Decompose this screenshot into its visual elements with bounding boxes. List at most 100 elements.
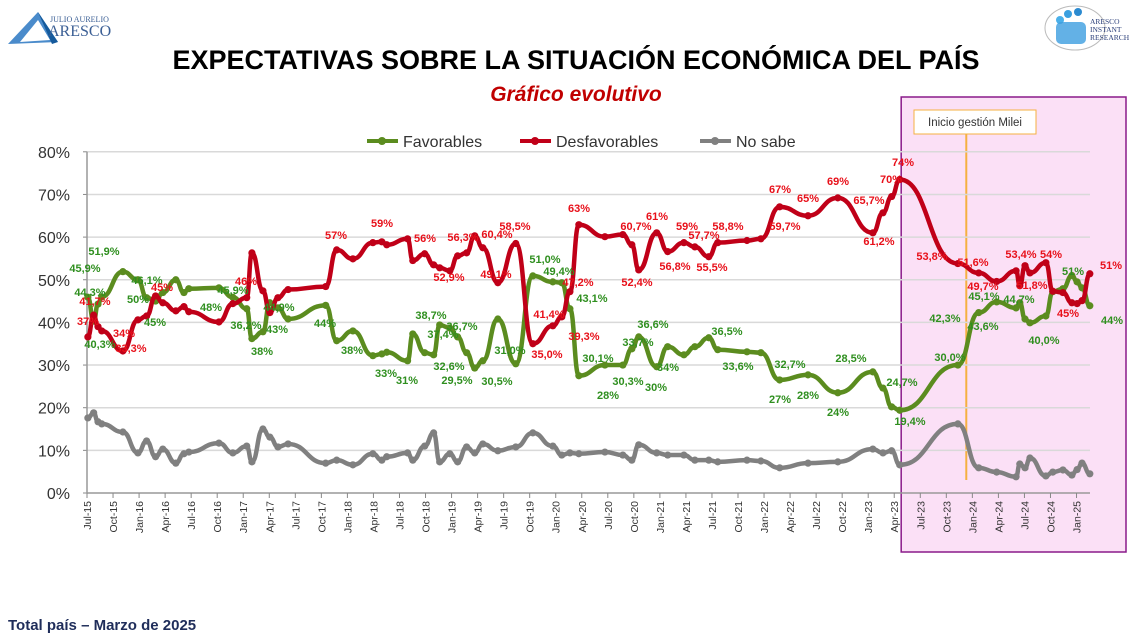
data-point-no-sabe <box>383 453 391 461</box>
data-label: 46% <box>235 276 257 288</box>
data-label: 47,2% <box>562 277 593 289</box>
data-point-no-sabe <box>259 425 267 433</box>
data-label: 44% <box>314 318 336 330</box>
data-point-favorables <box>869 368 877 376</box>
data-label: 33,6% <box>722 361 753 373</box>
data-label: 29,5% <box>441 375 472 387</box>
data-point-desfavorables <box>421 250 429 258</box>
data-label: 44% <box>1101 315 1123 327</box>
data-point-desfavorables <box>266 308 274 317</box>
data-point-favorables <box>714 346 722 354</box>
data-point-favorables <box>479 357 487 365</box>
data-label: 52,9% <box>433 272 464 284</box>
data-label: 44,9% <box>263 302 294 314</box>
data-point-favorables <box>172 276 180 284</box>
data-point-no-sabe <box>119 428 127 436</box>
data-point-no-sabe <box>471 449 479 457</box>
aresco-instant-research-logo: ARESCO INSTANT RESEARCH <box>1044 5 1130 51</box>
legend-item-no-sabe: No sabe <box>700 134 796 151</box>
data-point-no-sabe <box>879 449 887 457</box>
data-point-no-sabe <box>403 449 412 457</box>
y-tick-label: 40% <box>38 315 70 332</box>
data-label: 45,1% <box>968 291 999 303</box>
data-point-desfavorables <box>1049 287 1057 295</box>
data-label: 56,3% <box>447 232 478 244</box>
data-point-favorables <box>776 376 784 384</box>
data-point-no-sabe <box>479 440 487 448</box>
chart-subtitle: Gráfico evolutivo <box>490 83 662 106</box>
data-label: 32,7% <box>774 359 805 371</box>
data-point-desfavorables <box>1012 267 1020 275</box>
x-tick-label: Jul-21 <box>707 501 719 530</box>
logo-text-line1: JULIO AURELIO <box>50 15 109 24</box>
data-point-desfavorables <box>705 253 713 261</box>
data-point-no-sabe <box>834 458 842 466</box>
data-label: 28% <box>597 390 619 402</box>
data-label: 36,2% <box>230 320 261 332</box>
aresco-logo: JULIO AURELIO ARESCO <box>8 12 111 44</box>
data-point-desfavorables <box>185 308 193 316</box>
data-point-no-sabe <box>421 442 429 450</box>
data-point-desfavorables <box>1016 282 1024 290</box>
data-point-no-sabe <box>349 461 357 469</box>
data-point-favorables <box>84 293 92 301</box>
data-label: 51% <box>1062 266 1084 278</box>
data-point-desfavorables <box>349 255 357 263</box>
x-tick-label: Apr-21 <box>681 501 693 533</box>
data-label: 33,3% <box>115 343 146 355</box>
data-point-favorables <box>1026 319 1034 327</box>
data-point-no-sabe <box>430 429 438 437</box>
data-point-desfavorables <box>680 239 688 247</box>
data-point-no-sabe <box>653 449 661 457</box>
data-point-favorables <box>993 298 1001 306</box>
data-point-no-sabe <box>628 456 636 464</box>
data-label: 51,6% <box>957 257 988 269</box>
data-point-no-sabe <box>1016 460 1024 468</box>
data-label: 54% <box>1040 249 1062 261</box>
data-label: 24,7% <box>886 377 917 389</box>
data-point-favorables <box>446 324 454 332</box>
data-point-no-sabe <box>954 420 962 428</box>
data-point-no-sabe <box>1073 465 1081 474</box>
data-point-favorables <box>628 345 636 353</box>
data-point-desfavorables <box>653 229 661 237</box>
data-label: 30,0% <box>934 352 965 364</box>
x-tick-label: Jan-20 <box>551 501 563 533</box>
data-point-desfavorables <box>409 256 417 265</box>
x-tick-label: Oct-22 <box>837 501 849 533</box>
data-label: 30% <box>645 382 667 394</box>
data-point-desfavorables <box>180 303 188 311</box>
data-point-favorables <box>349 327 357 335</box>
data-point-desfavorables <box>757 235 765 243</box>
x-tick-label: Apr-18 <box>368 501 380 533</box>
data-point-favorables <box>512 360 520 368</box>
data-point-favorables <box>409 330 417 338</box>
data-label: 45,9% <box>217 285 248 297</box>
data-label: 65% <box>797 193 819 205</box>
x-tick-label: Jul-20 <box>603 501 615 530</box>
data-point-desfavorables <box>259 287 267 295</box>
data-point-desfavorables <box>243 294 251 302</box>
data-point-no-sabe <box>566 449 574 457</box>
annotation-label: Inicio gestión Milei <box>928 117 1022 129</box>
x-tick-label: Jul-17 <box>290 501 302 530</box>
data-point-favorables <box>471 364 479 372</box>
data-point-favorables <box>1068 271 1076 280</box>
data-point-no-sabe <box>248 458 256 466</box>
data-label: 74% <box>892 157 914 169</box>
data-label: 36,7% <box>446 321 477 333</box>
series-lines <box>84 175 1094 481</box>
data-point-desfavorables <box>529 340 537 348</box>
data-label: 53,4% <box>1005 249 1036 261</box>
data-point-desfavorables <box>494 279 502 287</box>
data-label: 51,8% <box>1016 280 1047 292</box>
data-label: 65,7% <box>853 195 884 207</box>
annotation-box <box>913 109 1037 135</box>
data-point-desfavorables <box>1078 297 1086 305</box>
data-point-favorables <box>896 406 904 414</box>
data-point-favorables <box>215 284 223 292</box>
data-point-no-sabe <box>680 451 688 459</box>
series-line-desfavorables <box>85 177 1093 354</box>
data-point-desfavorables <box>619 230 627 239</box>
x-tick-label: Oct-17 <box>316 501 328 533</box>
